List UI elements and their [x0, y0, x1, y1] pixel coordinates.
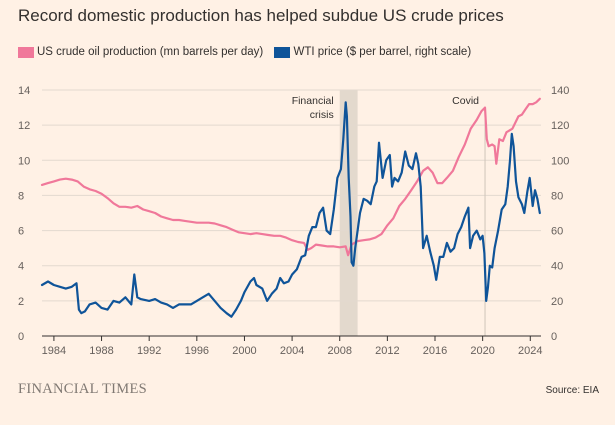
y-left-tick-label: 14 [18, 85, 30, 97]
x-tick-label: 2020 [470, 345, 494, 357]
ft-brand-logo: FINANCIAL TIMES [18, 381, 147, 397]
legend-item-production: US crude oil production (mn barrels per … [18, 46, 263, 58]
y-left-tick-label: 10 [18, 155, 30, 167]
legend-label-wti: WTI price ($ per barrel, right scale) [293, 46, 472, 58]
y-right-tick-label: 120 [551, 120, 569, 132]
production-series-line [40, 97, 541, 257]
x-tick-label: 1992 [137, 345, 161, 357]
y-right-tick-label: 140 [551, 85, 569, 97]
legend-item-wti: WTI price ($ per barrel, right scale) [274, 46, 471, 58]
x-tick-label: 2012 [375, 345, 399, 357]
legend-swatch-wti [274, 46, 291, 58]
x-tick-label: 2004 [280, 345, 304, 357]
chart-title: Record domestic production has helped su… [18, 6, 504, 25]
y-right-tick-label: 0 [551, 331, 557, 343]
legend-swatch-production [18, 46, 34, 58]
x-tick-label: 1996 [185, 345, 209, 357]
x-tick-label: 1988 [89, 345, 113, 357]
y-right-tick-label: 40 [551, 261, 563, 273]
y-left-tick-label: 6 [18, 226, 24, 238]
x-tick-label: 2024 [518, 345, 542, 357]
annotation-financial-crisis-label: crisis [310, 109, 334, 121]
y-left-tick-label: 12 [18, 120, 30, 132]
x-tick-label: 2008 [327, 345, 351, 357]
annotation-financial-crisis-label: Financial [292, 95, 334, 107]
financial-crisis-band [339, 90, 358, 336]
y-left-tick-label: 0 [18, 331, 24, 343]
y-left-tick-label: 4 [18, 261, 24, 273]
y-left-tick-label: 2 [18, 296, 24, 308]
wti-series-line [40, 101, 541, 318]
y-right-tick-label: 60 [551, 226, 563, 238]
y-right-tick-label: 100 [551, 155, 569, 167]
legend: US crude oil production (mn barrels per … [18, 46, 479, 62]
legend-label-production: US crude oil production (mn barrels per … [37, 46, 264, 58]
x-tick-label: 2016 [423, 345, 447, 357]
x-tick-label: 1984 [42, 345, 66, 357]
y-right-tick-label: 80 [551, 190, 563, 202]
y-right-tick-label: 20 [551, 296, 563, 308]
source-note: Source: EIA [545, 385, 599, 396]
x-tick-label: 2000 [232, 345, 256, 357]
y-left-tick-label: 8 [18, 190, 24, 202]
annotation-covid-label: Covid [452, 95, 479, 107]
